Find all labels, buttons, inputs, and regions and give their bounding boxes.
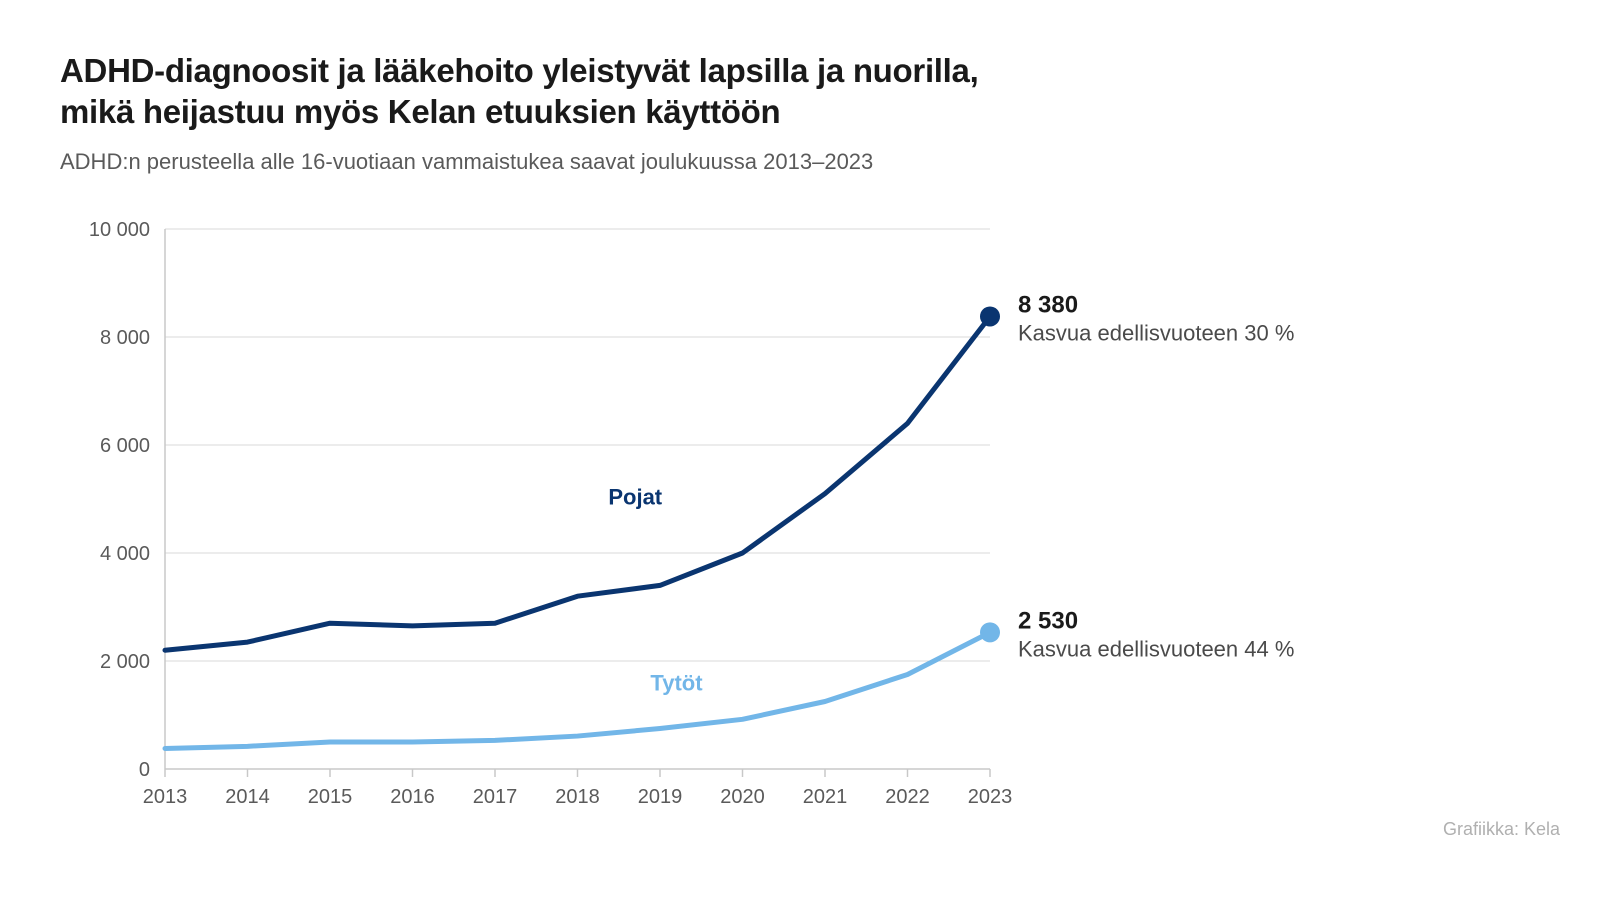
end-note-label: Kasvua edellisvuoteen 30 % bbox=[1018, 320, 1294, 345]
y-tick-label: 0 bbox=[139, 759, 150, 781]
y-tick-label: 4 000 bbox=[100, 543, 150, 565]
x-tick-label: 2023 bbox=[968, 786, 1013, 808]
x-tick-label: 2016 bbox=[390, 786, 435, 808]
series-line bbox=[165, 632, 990, 748]
y-tick-label: 8 000 bbox=[100, 327, 150, 349]
x-tick-label: 2015 bbox=[308, 786, 353, 808]
x-tick-label: 2019 bbox=[638, 786, 683, 808]
x-tick-label: 2021 bbox=[803, 786, 848, 808]
end-value-label: 8 380 bbox=[1018, 291, 1078, 318]
x-tick-label: 2020 bbox=[720, 786, 765, 808]
series-label: Tytöt bbox=[650, 670, 703, 695]
chart-title: ADHD-diagnoosit ja lääkehoito yleistyvät… bbox=[60, 50, 1540, 133]
y-tick-label: 10 000 bbox=[89, 219, 150, 241]
title-line-2: mikä heijastuu myös Kelan etuuksien käyt… bbox=[60, 93, 780, 130]
end-marker bbox=[980, 622, 1000, 642]
x-tick-label: 2017 bbox=[473, 786, 518, 808]
x-tick-label: 2018 bbox=[555, 786, 600, 808]
chart-credit: Grafiikka: Kela bbox=[1443, 819, 1560, 840]
series-line bbox=[165, 316, 990, 650]
line-chart-svg: 0 2 000 4 000 6 000 8 000 10 000 2013 2014 2015 2… bbox=[60, 209, 1540, 829]
end-marker bbox=[980, 306, 1000, 326]
y-tick-label: 2 000 bbox=[100, 651, 150, 673]
y-tick-label: 6 000 bbox=[100, 435, 150, 457]
end-note-label: Kasvua edellisvuoteen 44 % bbox=[1018, 636, 1294, 661]
end-value-label: 2 530 bbox=[1018, 607, 1078, 634]
chart-subtitle: ADHD:n perusteella alle 16-vuotiaan vamm… bbox=[60, 149, 1540, 175]
x-tick-label: 2013 bbox=[143, 786, 188, 808]
chart-container: ADHD-diagnoosit ja lääkehoito yleistyvät… bbox=[0, 0, 1600, 900]
chart-area: 0 2 000 4 000 6 000 8 000 10 000 2013 2014 2015 2… bbox=[60, 209, 1060, 829]
x-tick-label: 2014 bbox=[225, 786, 270, 808]
x-tick-label: 2022 bbox=[885, 786, 930, 808]
series-label: Pojat bbox=[608, 484, 662, 509]
title-line-1: ADHD-diagnoosit ja lääkehoito yleistyvät… bbox=[60, 52, 978, 89]
